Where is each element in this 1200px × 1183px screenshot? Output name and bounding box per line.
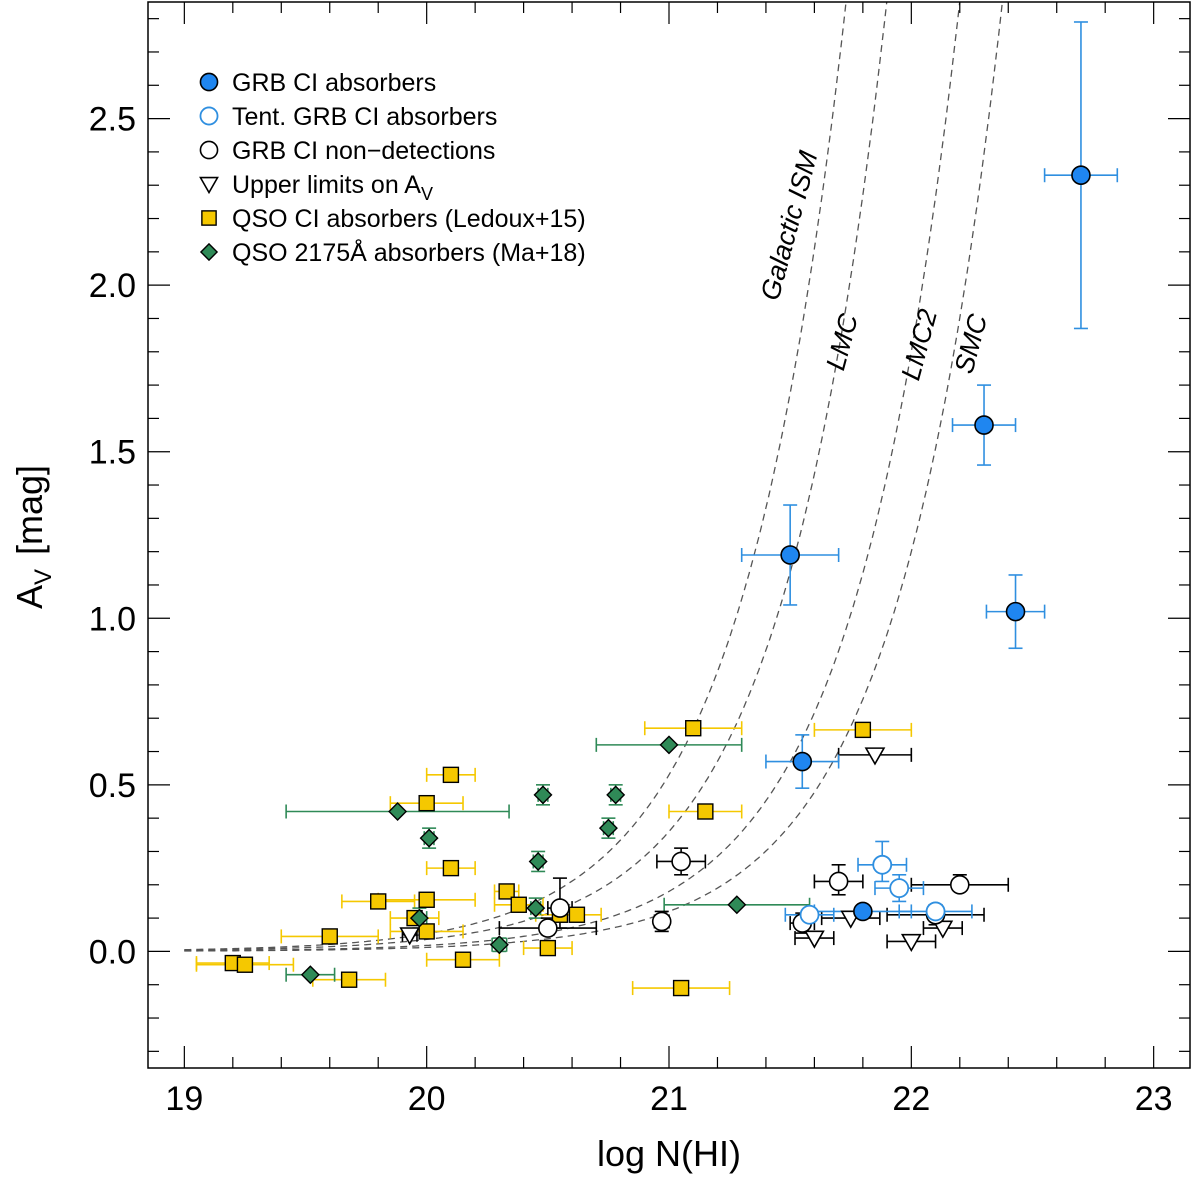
y-axis-title-main: A	[9, 585, 50, 609]
data-markers	[224, 165, 1091, 997]
tentative-grb-ci-point	[799, 904, 820, 925]
qso-ci-absorber-point	[568, 906, 586, 923]
legend: GRB CI absorbers Tent. GRB CI absorbers GR…	[199, 69, 586, 267]
qso-ci-absorber-point	[370, 893, 387, 910]
legend-label: GRB CI absorbers	[232, 69, 436, 97]
legend-marker	[199, 242, 219, 262]
legend-label: Tent. GRB CI absorbers	[232, 103, 497, 131]
av-upper-limit-point	[864, 747, 886, 766]
qso-ci-absorber-point	[685, 720, 702, 737]
qso-2175-absorber-point	[528, 851, 548, 871]
y-axis-title-unit: [mag]	[9, 465, 50, 555]
qso-ci-absorber-point	[442, 859, 460, 877]
grb-ci-absorber-point	[780, 545, 800, 565]
qso-2175-absorber-point	[300, 965, 320, 985]
grb-ci-non-detection-point	[651, 911, 672, 932]
grb-ci-absorber-point	[1005, 601, 1026, 622]
grb-ci-absorber-point	[853, 901, 873, 922]
grb-ci-non-detection-point	[538, 918, 558, 938]
qso-ci-absorber-point	[672, 979, 690, 997]
qso-2175-absorber-point	[526, 898, 546, 918]
x-tick-label: 21	[650, 1080, 688, 1118]
y-tick-label: 0.5	[89, 767, 136, 805]
qso-2175-absorber-point	[409, 908, 429, 928]
qso-ci-absorber-point	[498, 883, 515, 900]
qso-2175-absorber-point	[606, 785, 626, 805]
tentative-grb-ci-point	[925, 901, 946, 922]
qso-2175-absorber-point	[598, 818, 618, 838]
qso-2175-absorber-point	[533, 785, 553, 805]
qso-ci-absorber-point	[854, 721, 872, 739]
av-upper-limit-point	[900, 933, 922, 953]
qso-ci-absorber-point	[418, 923, 435, 940]
qso-ci-absorber-point	[454, 951, 472, 968]
extinction-curve	[184, 2, 888, 951]
qso-ci-absorber-point	[510, 896, 527, 913]
qso-ci-absorber-point	[321, 928, 338, 945]
y-axis-title: AV [mag]	[9, 465, 57, 609]
x-tick-label: 20	[408, 1080, 446, 1118]
grb-ci-absorber-point	[1071, 165, 1091, 186]
legend-marker	[201, 210, 217, 226]
qso-2175-absorber-point	[727, 895, 747, 915]
y-axis-title-sub: V	[30, 569, 57, 585]
qso-ci-absorber-point	[418, 794, 435, 812]
legend-marker	[199, 72, 219, 92]
qso-ci-absorber-point	[697, 803, 714, 820]
qso-ci-absorber-point	[539, 939, 557, 957]
legend-marker	[199, 106, 219, 126]
extinction-curve	[184, 2, 961, 952]
qso-2175-absorber-point	[489, 935, 509, 955]
legend-marker	[199, 140, 219, 160]
qso-ci-absorber-point	[340, 971, 358, 988]
tentative-grb-ci-point	[872, 854, 893, 875]
tick-labels: 19 20 21 22 23 0.0 0.5 1.0 1.5 2.0 2.5	[89, 101, 1173, 1118]
y-tick-label: 2.5	[89, 101, 136, 139]
grb-ci-absorber-point	[792, 751, 813, 772]
tentative-grb-ci-point	[889, 878, 910, 899]
qso-ci-absorber-point	[442, 766, 460, 784]
qso-ci-absorber-point	[236, 956, 254, 973]
y-tick-label: 2.0	[89, 267, 136, 305]
grb-ci-absorber-point	[974, 415, 994, 435]
qso-ci-absorber-point	[418, 891, 435, 908]
av-upper-limit-point	[932, 920, 954, 939]
extinction-curve	[184, 2, 1004, 952]
axis-ticks	[148, 2, 1190, 1068]
qso-2175-absorber-point	[659, 735, 679, 755]
y-tick-label: 1.0	[89, 600, 136, 638]
legend-marker	[199, 176, 219, 195]
grb-ci-non-detection-point	[671, 851, 691, 872]
x-tick-label: 22	[892, 1080, 930, 1118]
grb-ci-non-detection-point	[949, 874, 970, 895]
grb-ci-non-detection-point	[828, 871, 849, 892]
y-tick-label: 1.5	[89, 434, 136, 472]
legend-label: QSO CI absorbers (Ledoux+15)	[232, 205, 586, 233]
legend-label-sub: V	[421, 184, 433, 204]
av-upper-limit-point	[804, 930, 825, 949]
x-axis-title: log N(HI)	[597, 1133, 741, 1174]
qso-2175-absorber-point	[388, 802, 408, 821]
y-tick-label: 0.0	[89, 933, 136, 971]
legend-label: Upper limits on AV	[232, 171, 433, 204]
legend-label: QSO 2175Å absorbers (Ma+18)	[232, 237, 586, 267]
grb-ci-non-detection-point	[550, 898, 570, 918]
x-tick-label: 23	[1135, 1080, 1173, 1118]
x-tick-label: 19	[165, 1080, 203, 1118]
av-upper-limit-point	[399, 927, 421, 946]
qso-2175-absorber-point	[419, 828, 439, 848]
legend-label: GRB CI non−detections	[232, 137, 495, 165]
